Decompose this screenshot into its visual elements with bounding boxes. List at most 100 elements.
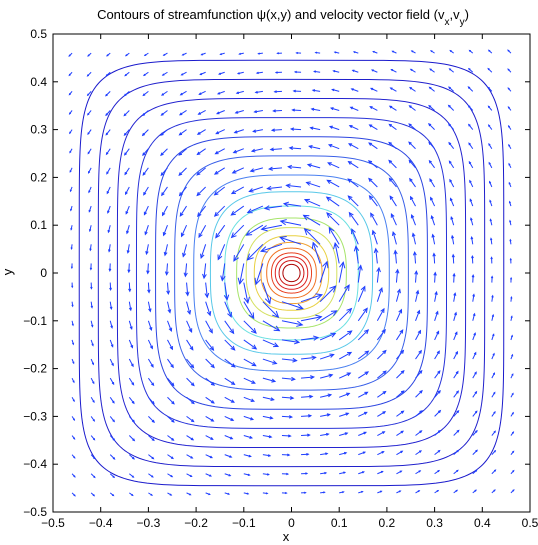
velocity-vector (128, 301, 132, 311)
velocity-vector (410, 196, 416, 207)
velocity-vector-head (243, 296, 250, 305)
velocity-vector (128, 416, 135, 423)
velocity-vector (320, 433, 329, 437)
velocity-vector-head (512, 489, 515, 492)
velocity-vector (431, 215, 436, 226)
velocity-vector (304, 228, 321, 245)
velocity-vector (142, 148, 149, 156)
velocity-vector (262, 358, 277, 365)
velocity-vector (415, 330, 421, 341)
velocity-vector-head (357, 264, 363, 271)
y-tick-label: 0 (40, 266, 47, 280)
velocity-vector-head (73, 494, 76, 497)
velocity-vector (128, 358, 134, 367)
velocity-vector-head (131, 382, 135, 386)
velocity-vector (243, 435, 253, 439)
velocity-vector-head (88, 209, 91, 213)
velocity-vector (205, 358, 215, 368)
velocity-vector-head (311, 241, 319, 250)
velocity-vector (166, 263, 168, 275)
velocity-vector (179, 186, 187, 196)
velocity-vector-head (468, 49, 472, 52)
velocity-vector (453, 312, 457, 321)
velocity-vector (167, 320, 172, 332)
velocity-vector-head (360, 285, 366, 292)
velocity-vector (255, 263, 264, 285)
velocity-vector-head (88, 229, 92, 233)
velocity-vector-head (400, 410, 405, 414)
contour-line (266, 247, 317, 299)
velocity-vector-head (227, 311, 232, 318)
velocity-vector (163, 225, 168, 236)
velocity-vector-head (187, 310, 192, 315)
velocity-vector-head (190, 364, 195, 369)
velocity-vector (358, 391, 368, 398)
velocity-vector-head (131, 400, 135, 405)
velocity-vector (247, 205, 264, 214)
velocity-vector (357, 350, 369, 360)
velocity-vector-head (329, 107, 334, 111)
y-tick-label: −0.4 (23, 457, 47, 471)
velocity-vector-head (347, 351, 353, 357)
velocity-vector (375, 248, 378, 264)
velocity-vector-head (248, 312, 255, 320)
velocity-vector-head (229, 436, 234, 440)
velocity-vector-head (508, 143, 511, 147)
velocity-vector (339, 432, 348, 436)
velocity-vector (264, 205, 283, 210)
velocity-vector (415, 271, 417, 283)
velocity-vector-head (456, 449, 460, 453)
velocity-vector (128, 377, 135, 386)
velocity-vector-head (388, 105, 393, 109)
velocity-vector (319, 310, 337, 322)
velocity-vector (164, 244, 168, 256)
velocity-vector-head (411, 232, 416, 237)
velocity-vector-head (210, 400, 215, 404)
velocity-vector-head (395, 268, 400, 274)
velocity-vector (267, 186, 283, 190)
velocity-vector-head (202, 273, 207, 280)
velocity-vector-head (215, 131, 220, 135)
velocity-vector-head (112, 419, 115, 423)
velocity-vector-head (293, 70, 297, 74)
velocity-vector (260, 243, 283, 252)
velocity-vector-head (315, 314, 323, 321)
velocity-vector (453, 430, 460, 436)
velocity-vector (469, 199, 474, 207)
velocity-vector-head (237, 277, 244, 285)
velocity-vector-head (493, 430, 496, 434)
velocity-vector (283, 203, 302, 207)
velocity-vector-head (382, 349, 387, 355)
velocity-vector-head (163, 251, 168, 257)
velocity-vector-head (142, 152, 146, 156)
velocity-vector (392, 232, 397, 245)
velocity-vector (376, 308, 385, 322)
velocity-vector (430, 197, 436, 207)
velocity-vector-head (215, 111, 220, 115)
velocity-vector-head (272, 310, 280, 319)
velocity-vector-head (230, 189, 236, 195)
x-axis: −0.5 −0.4 −0.3 −0.2 −0.1 0 0.1 0.2 0.3 0.4 0.5 (41, 34, 538, 530)
velocity-vector-head (270, 397, 275, 402)
velocity-vector-head (475, 449, 478, 453)
velocity-vector (109, 320, 113, 328)
velocity-vector-head (328, 373, 334, 378)
velocity-vector-head (400, 450, 404, 454)
velocity-vector (396, 350, 404, 360)
velocity-vector (262, 396, 274, 401)
velocity-vector (428, 123, 435, 130)
velocity-vector (107, 225, 111, 233)
velocity-vector (328, 227, 340, 245)
velocity-vector-head (408, 105, 412, 109)
velocity-vector-head (289, 396, 295, 400)
velocity-vector-head (87, 151, 90, 155)
velocity-vector (339, 452, 347, 456)
velocity-vector (319, 374, 333, 379)
velocity-vector-head (271, 378, 277, 383)
velocity-vector-head (90, 305, 94, 309)
velocity-vector-head (269, 416, 274, 420)
velocity-vector-head (87, 171, 91, 174)
velocity-vector-head (170, 475, 174, 478)
velocity-vector-head (72, 399, 75, 403)
contour-line (282, 263, 301, 283)
